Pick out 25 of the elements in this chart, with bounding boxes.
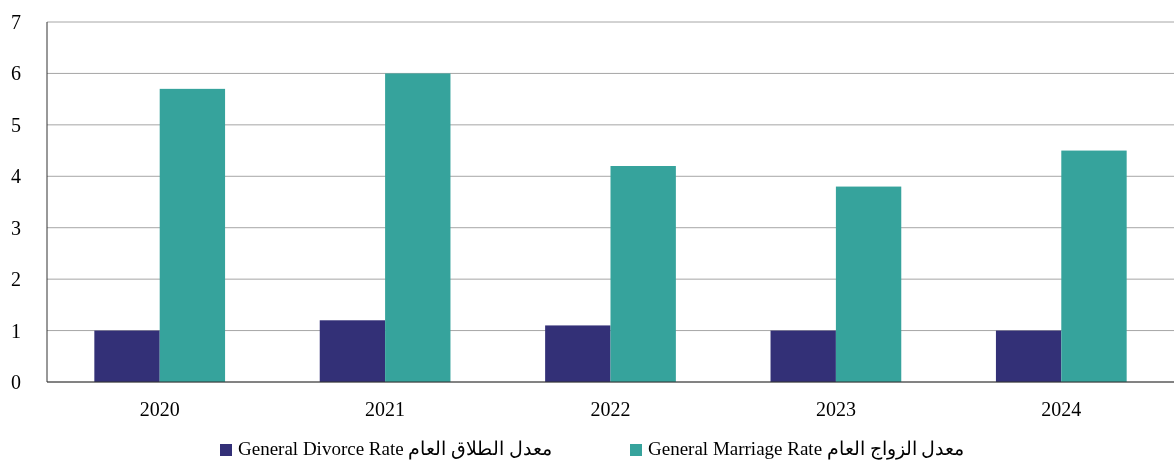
y-tick-label: 4 <box>11 165 21 188</box>
x-tick-label: 2021 <box>365 398 406 420</box>
x-tick-label: 2020 <box>139 398 180 420</box>
x-tick-label: 2023 <box>815 398 856 420</box>
y-tick-label: 1 <box>11 319 21 342</box>
x-tick-label: 2024 <box>1041 398 1082 420</box>
bar <box>835 186 902 382</box>
bar <box>385 73 451 382</box>
y-tick-label: 7 <box>11 11 21 33</box>
y-tick-label: 5 <box>11 113 21 136</box>
bar <box>610 166 676 382</box>
bar <box>770 330 836 382</box>
y-tick-label: 2 <box>11 268 21 291</box>
bar <box>995 330 1062 382</box>
bar <box>1061 150 1127 382</box>
bar <box>545 325 611 382</box>
bar <box>94 330 160 382</box>
legend-label: General Divorce Rate معدل الطلاق العام <box>238 438 552 460</box>
y-tick-label: 0 <box>11 371 21 393</box>
y-tick-label: 6 <box>11 62 21 85</box>
y-tick-label: 3 <box>11 216 21 239</box>
bar <box>319 320 386 382</box>
bar <box>159 88 226 382</box>
legend-label: General Marriage Rate معدل الزواج العام <box>648 438 965 460</box>
x-tick-label: 2022 <box>590 398 631 420</box>
